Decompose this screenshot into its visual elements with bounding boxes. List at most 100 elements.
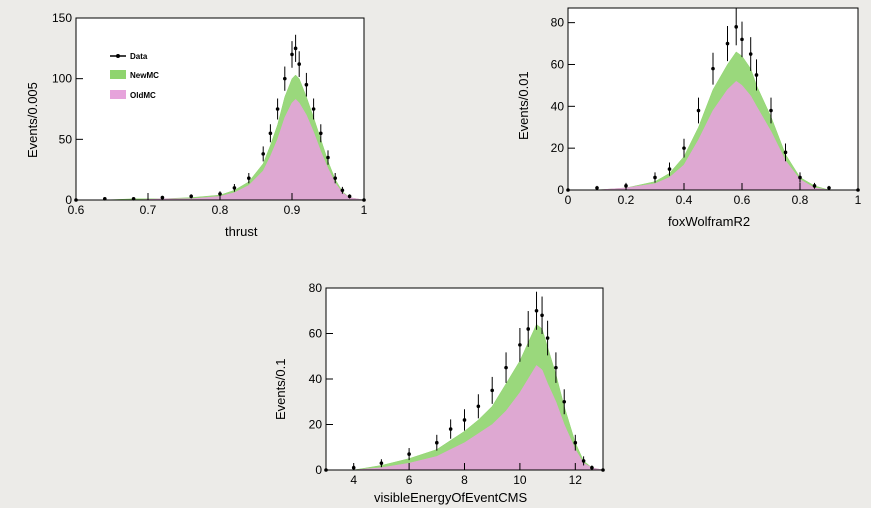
foxwolfram-series <box>566 8 860 192</box>
data-point <box>783 150 788 155</box>
data-point <box>435 440 439 445</box>
legend-newmc-label: NewMC <box>130 71 159 80</box>
data-point <box>333 176 338 180</box>
x-tick-label: 6 <box>406 473 413 487</box>
data-point <box>297 62 302 66</box>
plot-frame <box>567 7 859 191</box>
y-tick-label: 0 <box>315 463 322 477</box>
visible-energy-x-label: visibleEnergyOfEventCMS <box>374 490 527 505</box>
x-tick-label: 0.7 <box>140 203 157 217</box>
data-point <box>540 313 544 318</box>
data-point <box>379 461 384 465</box>
y-tick-label: 20 <box>551 141 565 155</box>
x-tick-label: 0.9 <box>284 203 301 217</box>
y-tick-label: 0 <box>65 193 72 207</box>
y-tick-label: 150 <box>52 11 72 25</box>
foxwolfram-axes: 0 0.2 0.4 0.6 0.8 1 0 20 40 60 80 <box>551 7 862 207</box>
y-tick-label: 40 <box>551 99 565 113</box>
x-tick-label: 1 <box>855 193 862 207</box>
y-tick-label: 20 <box>309 418 323 432</box>
data-point <box>275 107 280 111</box>
data-point <box>247 176 251 180</box>
data-point <box>769 108 773 113</box>
data-point <box>462 418 467 422</box>
data-point <box>293 46 298 51</box>
y-tick-label: 0 <box>557 183 564 197</box>
foxwolfram-y-label: Events/0.01 <box>516 71 531 140</box>
x-tick-label: 0.8 <box>792 193 809 207</box>
y-tick-label: 50 <box>59 132 73 146</box>
y-tick-label: 100 <box>52 72 72 86</box>
data-point <box>476 404 481 409</box>
thrust-x-label: thrust <box>225 224 258 239</box>
legend-oldmc-swatch <box>110 90 126 99</box>
visible-energy-panel: 4 6 8 10 12 0 20 40 60 80 visibleEnergyOfEventCMS… <box>273 281 605 505</box>
y-tick-label: 60 <box>551 57 565 71</box>
x-tick-label: 12 <box>569 473 583 487</box>
data-point <box>189 194 193 199</box>
data-point <box>504 365 508 370</box>
visible-energy-y-label: Events/0.1 <box>273 359 288 420</box>
data-point <box>261 152 266 156</box>
data-point <box>340 188 345 193</box>
data-point <box>562 399 567 404</box>
data-point <box>407 452 411 456</box>
data-point <box>590 465 594 470</box>
data-point <box>754 73 759 77</box>
foxwolfram-panel: 0 0.2 0.4 0.6 0.8 1 0 20 40 60 80 foxWolframR2 Eve… <box>516 7 862 229</box>
data-point <box>518 343 522 347</box>
data-point <box>748 52 753 56</box>
data-point <box>448 427 453 431</box>
x-tick-label: 0.6 <box>68 203 85 217</box>
data-point <box>554 365 558 370</box>
data-point <box>734 25 738 29</box>
foxwolfram-x-label: foxWolframR2 <box>668 214 750 229</box>
oldmc-area <box>76 98 365 201</box>
data-point <box>160 195 165 200</box>
data-point <box>526 327 531 331</box>
legend-data-label: Data <box>130 52 148 61</box>
data-point <box>534 308 539 313</box>
data-point <box>283 76 287 81</box>
legend-newmc-swatch <box>110 70 126 79</box>
x-tick-label: 0.8 <box>212 203 229 217</box>
visible-energy-axes: 4 6 8 10 12 0 20 40 60 80 <box>309 281 604 487</box>
data-point <box>682 146 686 150</box>
x-tick-label: 8 <box>461 473 468 487</box>
data-point <box>798 175 802 180</box>
y-tick-label: 80 <box>551 16 565 30</box>
x-tick-label: 0.2 <box>618 193 635 207</box>
oldmc-area <box>568 80 858 191</box>
data-point <box>812 184 817 188</box>
data-point <box>740 37 744 42</box>
data-point <box>290 52 294 57</box>
y-tick-label: 80 <box>309 281 323 295</box>
data-point <box>319 131 323 136</box>
data-point <box>653 175 657 180</box>
y-tick-label: 60 <box>309 327 323 341</box>
data-point <box>711 66 715 71</box>
x-tick-label: 0 <box>565 193 572 207</box>
thrust-axes: 0.6 0.7 0.8 0.9 1 0 50 100 150 <box>52 11 368 217</box>
oldmc-area <box>326 365 604 471</box>
x-tick-label: 10 <box>513 473 527 487</box>
x-tick-label: 0.6 <box>734 193 751 207</box>
data-point <box>232 186 237 190</box>
data-point <box>725 41 730 46</box>
data-point <box>696 108 701 113</box>
data-point <box>311 107 316 111</box>
data-point <box>827 186 831 190</box>
data-point <box>490 388 495 393</box>
data-point <box>595 186 599 190</box>
thrust-y-label: Events/0.005 <box>25 82 40 158</box>
data-point <box>326 155 330 160</box>
data-point <box>581 459 586 463</box>
data-point <box>545 336 550 340</box>
data-point <box>573 440 578 445</box>
thrust-series <box>74 34 366 202</box>
legend-data-dot <box>116 54 120 58</box>
legend-oldmc-label: OldMC <box>130 91 156 100</box>
visible-energy-series <box>324 291 605 472</box>
